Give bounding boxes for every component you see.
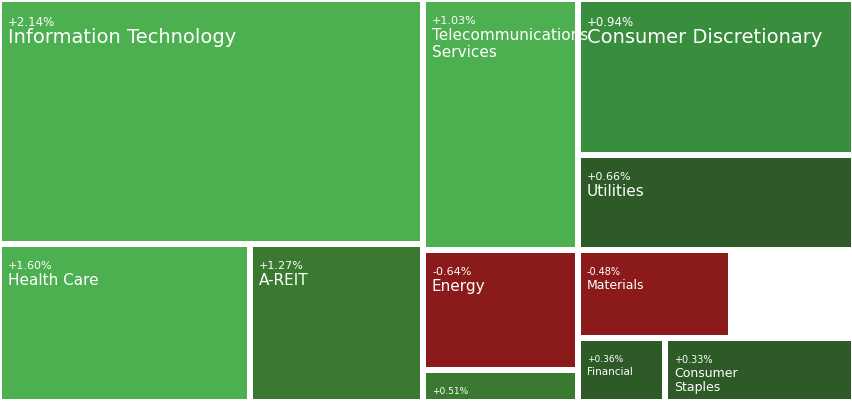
Text: -0.48%: -0.48% bbox=[586, 267, 620, 277]
Bar bbox=[580, 341, 661, 399]
Bar bbox=[425, 253, 574, 367]
Bar bbox=[580, 158, 850, 247]
Bar bbox=[2, 2, 419, 241]
Text: Materials: Materials bbox=[586, 279, 644, 292]
Bar bbox=[580, 253, 727, 335]
Bar bbox=[425, 373, 574, 399]
Bar bbox=[253, 247, 419, 399]
Text: Energy: Energy bbox=[431, 279, 485, 294]
Text: Financial: Financial bbox=[586, 367, 632, 377]
Text: Utilities: Utilities bbox=[586, 184, 644, 199]
Bar bbox=[2, 247, 247, 399]
Text: +1.03%: +1.03% bbox=[431, 16, 476, 26]
Text: Telecommunications
Services: Telecommunications Services bbox=[431, 28, 588, 60]
Text: +1.60%: +1.60% bbox=[8, 261, 53, 271]
Text: +0.36%: +0.36% bbox=[586, 355, 623, 364]
Bar bbox=[580, 2, 850, 152]
Text: A-REIT: A-REIT bbox=[259, 273, 308, 288]
Text: Information Technology: Information Technology bbox=[8, 28, 236, 47]
Text: Health Care: Health Care bbox=[8, 273, 99, 288]
Text: +0.33%: +0.33% bbox=[673, 355, 711, 365]
Text: -0.64%: -0.64% bbox=[431, 267, 471, 277]
Text: +0.94%: +0.94% bbox=[586, 16, 633, 29]
Text: +0.51%: +0.51% bbox=[431, 387, 468, 396]
Bar bbox=[425, 2, 574, 247]
Text: +1.27%: +1.27% bbox=[259, 261, 303, 271]
Text: +2.14%: +2.14% bbox=[8, 16, 55, 29]
Text: Industrials: Industrials bbox=[431, 399, 486, 401]
Text: Consumer
Staples: Consumer Staples bbox=[673, 367, 737, 395]
Bar bbox=[667, 341, 850, 399]
Text: +0.66%: +0.66% bbox=[586, 172, 630, 182]
Text: Consumer Discretionary: Consumer Discretionary bbox=[586, 28, 821, 47]
